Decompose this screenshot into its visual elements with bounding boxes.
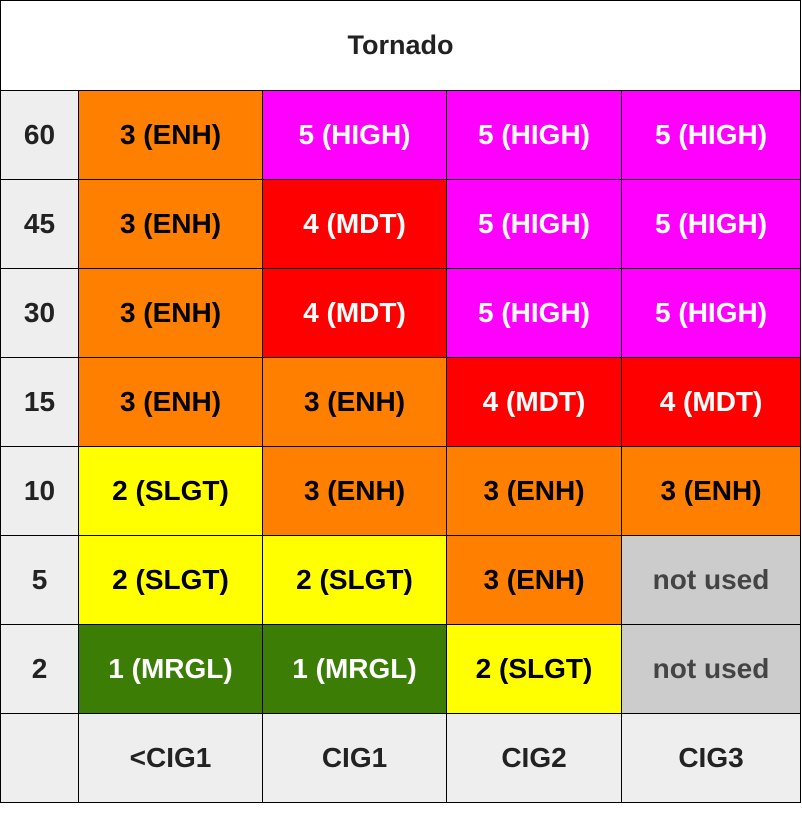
risk-cell: 2 (SLGT) [446, 624, 622, 714]
risk-cell: 4 (MDT) [446, 357, 622, 447]
risk-cell: 3 (ENH) [78, 90, 263, 180]
risk-cell: 4 (MDT) [262, 179, 447, 269]
risk-cell: not used [620, 535, 802, 625]
risk-cell: 1 (MRGL) [262, 624, 447, 714]
corner-cell [0, 713, 79, 803]
risk-cell: 5 (HIGH) [620, 90, 802, 180]
column-header: CIG2 [446, 713, 622, 803]
risk-cell: 5 (HIGH) [446, 179, 622, 269]
table-row: 15 3 (ENH) 3 (ENH) 4 (MDT) 4 (MDT) [0, 357, 802, 447]
risk-grid-body: 60 3 (ENH) 5 (HIGH) 5 (HIGH) 5 (HIGH) 45 3 (EN… [0, 90, 802, 714]
risk-cell: 2 (SLGT) [78, 535, 263, 625]
column-header-row: <CIG1 CIG1 CIG2 CIG3 [0, 713, 802, 803]
row-label: 30 [0, 268, 79, 358]
row-label: 2 [0, 624, 79, 714]
table-row: 45 3 (ENH) 4 (MDT) 5 (HIGH) 5 (HIGH) [0, 179, 802, 269]
table-row: 30 3 (ENH) 4 (MDT) 5 (HIGH) 5 (HIGH) [0, 268, 802, 358]
row-label: 5 [0, 535, 79, 625]
row-label: 45 [0, 179, 79, 269]
risk-cell: 5 (HIGH) [446, 268, 622, 358]
risk-cell: not used [620, 624, 802, 714]
risk-cell: 2 (SLGT) [262, 535, 447, 625]
risk-cell: 5 (HIGH) [620, 268, 802, 358]
risk-cell: 5 (HIGH) [262, 90, 447, 180]
risk-cell: 3 (ENH) [78, 357, 263, 447]
row-label: 15 [0, 357, 79, 447]
risk-cell: 3 (ENH) [620, 446, 802, 536]
row-label: 10 [0, 446, 79, 536]
table-row: 60 3 (ENH) 5 (HIGH) 5 (HIGH) 5 (HIGH) [0, 90, 802, 180]
column-header: CIG3 [620, 713, 802, 803]
risk-cell: 4 (MDT) [620, 357, 802, 447]
risk-cell: 5 (HIGH) [446, 90, 622, 180]
risk-cell: 3 (ENH) [446, 535, 622, 625]
risk-cell: 3 (ENH) [446, 446, 622, 536]
column-header: <CIG1 [78, 713, 263, 803]
risk-cell: 3 (ENH) [262, 357, 447, 447]
risk-cell: 3 (ENH) [78, 268, 263, 358]
risk-cell: 4 (MDT) [262, 268, 447, 358]
risk-cell: 1 (MRGL) [78, 624, 263, 714]
risk-cell: 3 (ENH) [262, 446, 447, 536]
column-header: CIG1 [262, 713, 447, 803]
risk-cell: 5 (HIGH) [620, 179, 802, 269]
risk-cell: 3 (ENH) [78, 179, 263, 269]
row-label: 60 [0, 90, 79, 180]
table-row: 10 2 (SLGT) 3 (ENH) 3 (ENH) 3 (ENH) [0, 446, 802, 536]
table-title: Tornado [0, 0, 802, 91]
risk-cell: 2 (SLGT) [78, 446, 263, 536]
